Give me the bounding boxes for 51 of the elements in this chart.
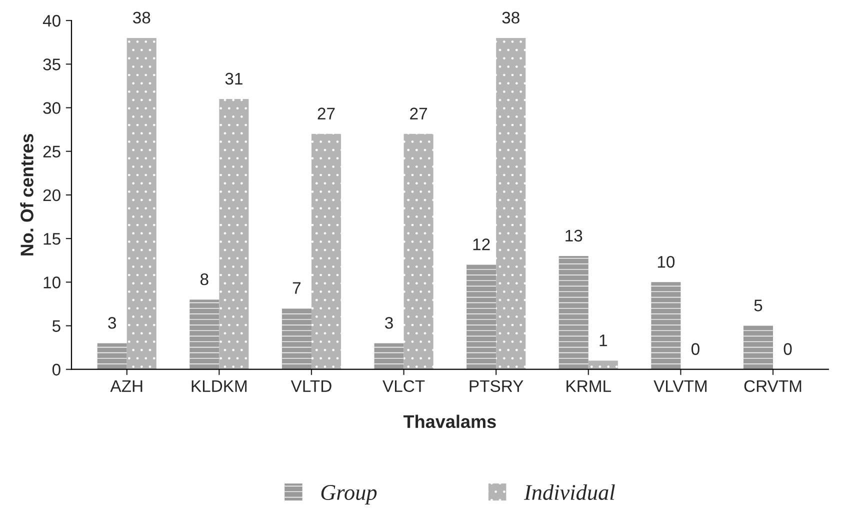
y-tick-label: 0	[52, 364, 60, 376]
y-axis-title: No. Of centres	[20, 134, 34, 256]
data-label: 3	[385, 316, 393, 329]
bar	[126, 38, 156, 370]
y-tick-label: 10	[44, 276, 60, 288]
x-tick-label: AZH	[110, 380, 142, 392]
y-tick-label: 30	[43, 102, 60, 114]
x-tick-label: KLDKM	[192, 380, 247, 392]
y-tick-label: 40	[42, 14, 60, 27]
x-tick-label: PTSRY	[470, 380, 524, 392]
bar	[374, 343, 404, 370]
x-tick-label: KRML	[566, 380, 611, 392]
y-tick-label: 15	[44, 233, 60, 245]
data-label: 10	[658, 256, 675, 268]
bar	[558, 256, 588, 370]
legend-label: Individual	[524, 484, 615, 500]
bar	[466, 264, 496, 370]
x-tick-label: VLVTM	[654, 380, 706, 392]
bar	[588, 360, 618, 370]
bar	[743, 326, 773, 370]
y-tick-label: 20	[43, 189, 60, 202]
bar	[97, 343, 127, 370]
data-label: 13	[566, 230, 582, 242]
data-label: 7	[292, 282, 301, 294]
x-axis-title: Thavalams	[403, 414, 496, 428]
bar	[311, 134, 342, 370]
bar	[404, 134, 434, 370]
bar	[190, 300, 220, 370]
data-label: 3	[108, 316, 116, 329]
data-label: 31	[225, 72, 242, 85]
data-label: 12	[473, 238, 490, 250]
x-tick-label: CRVTM	[744, 380, 802, 392]
data-label: 0	[691, 343, 700, 355]
data-label: 38	[133, 12, 150, 24]
bar	[219, 99, 249, 370]
bar	[282, 308, 312, 370]
y-tick-label: 5	[52, 320, 60, 332]
data-label: 27	[318, 108, 335, 120]
y-tick-label: 35	[43, 58, 60, 70]
x-tick-label: VLCT	[382, 380, 425, 392]
data-label: 38	[502, 12, 520, 24]
data-label: 1	[600, 334, 607, 346]
data-label: 8	[200, 273, 208, 286]
bar	[651, 282, 681, 370]
bar	[496, 38, 526, 370]
legend-label: Group	[321, 485, 377, 504]
data-label: 0	[784, 343, 792, 355]
data-label: 5	[754, 300, 762, 312]
data-label: 27	[410, 108, 427, 120]
y-tick-label: 25	[43, 146, 60, 158]
x-tick-label: VLTD	[290, 380, 332, 392]
